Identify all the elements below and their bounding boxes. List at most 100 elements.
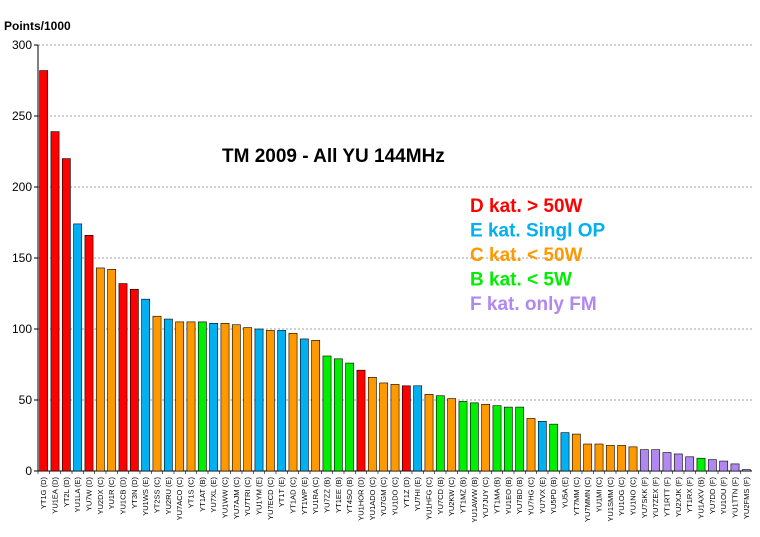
bar (617, 445, 627, 472)
x-tick-label: YU1OU (F) (719, 476, 728, 514)
y-tick-label: 100 (12, 322, 32, 336)
x-tick-label: YU1EO (B) (504, 477, 513, 515)
legend-entry: E kat. Singl OP (470, 221, 605, 242)
bar (571, 433, 581, 472)
x-tick-label: YU2DX (C) (96, 477, 105, 515)
bar (197, 321, 207, 472)
bar (186, 321, 196, 472)
bar (175, 321, 185, 472)
x-tick-label: YU7GM (C) (379, 477, 388, 517)
bar (231, 324, 241, 472)
x-tick-label: YU7JUY (C) (481, 477, 490, 519)
x-tick-label: YU2RU (E) (164, 477, 173, 515)
bar (39, 70, 49, 472)
bar (220, 323, 230, 472)
bar (356, 369, 366, 472)
bar (163, 318, 173, 472)
bar (741, 469, 751, 472)
bar (61, 158, 71, 472)
x-tick-label: YU7ZEX (F) (651, 477, 660, 518)
x-tick-label: YU7SKK (F) (640, 477, 649, 519)
bar (560, 432, 570, 472)
x-tick-label: YT1G (D) (39, 477, 48, 510)
x-tick-label: YT1WP (E) (300, 477, 309, 515)
bar (322, 355, 332, 472)
bar (492, 405, 502, 472)
x-tick-label: YU1AWW (B) (470, 477, 479, 523)
bar (73, 223, 83, 472)
bar (707, 459, 717, 472)
bar (107, 269, 117, 472)
legend-entry: C kat. < 50W (470, 245, 583, 266)
bar (333, 358, 343, 472)
x-tick-label: YU7CD (B) (436, 477, 445, 515)
x-tick-label: YU1DO (C) (391, 477, 400, 516)
legend-entry: D kat. > 50W (470, 196, 583, 217)
bar (424, 394, 434, 472)
x-tick-label: YU2XJK (F) (674, 477, 683, 518)
y-axis-title: Points/1000 (4, 19, 71, 33)
y-tick-label: 200 (12, 180, 32, 194)
bar (243, 327, 253, 472)
bar (95, 267, 105, 472)
x-tick-label: YU1AXV (B) (697, 477, 706, 519)
bar (129, 288, 139, 472)
bar (209, 323, 219, 472)
y-tick-label: 250 (12, 109, 32, 123)
bar (345, 362, 355, 472)
x-tick-label: YU7VX (E) (538, 477, 547, 514)
x-tick-label: YT1Z (D) (402, 477, 411, 508)
x-tick-label: YU7AJM (C) (232, 477, 241, 520)
x-tick-label: YT2SS (C) (153, 477, 162, 514)
bar (526, 418, 536, 472)
bar (288, 332, 298, 472)
x-tick-label: YT1AT (B) (198, 477, 207, 512)
x-tick-label: YT7MM (C) (572, 477, 581, 516)
bar (594, 443, 604, 472)
x-tick-label: YU1OG (C) (617, 477, 626, 516)
bar (50, 131, 60, 472)
y-tick-label: 300 (12, 38, 32, 52)
bar (469, 402, 479, 472)
x-tick-label: YT1EE (B) (334, 477, 343, 513)
bar (277, 330, 287, 472)
x-tick-label: YT1S (C) (187, 477, 196, 509)
bar (152, 315, 162, 472)
bar (605, 445, 615, 472)
bar (685, 456, 695, 472)
bar (673, 453, 683, 472)
x-tick-label: YU1NO (C) (629, 477, 638, 516)
x-tick-label: YU1EA (D) (51, 477, 60, 514)
bar (447, 398, 457, 472)
x-tick-labels: YT1G (D) YU1EA (D) YT2L (D) YU1LA (E) YU7W (… (39, 476, 751, 522)
bar (413, 385, 423, 472)
x-tick-label: YU1WS (E) (141, 477, 150, 516)
chart-title: TM 2009 - All YU 144MHz (222, 146, 445, 167)
x-tick-label: YT2L (D) (62, 477, 71, 508)
bar (639, 449, 649, 472)
x-tick-label: YU1WW (C) (221, 477, 230, 519)
y-tick-label: 150 (12, 251, 32, 265)
bar (662, 452, 672, 472)
bar (515, 406, 525, 472)
x-tick-label: YU7HG (C) (527, 477, 536, 516)
x-tick-label: YU5A (E) (561, 477, 570, 509)
x-tick-label: YU1SMM (C) (606, 477, 615, 522)
bar (401, 385, 411, 472)
legend: D kat. > 50W E kat. Singl OP C kat. < 50W B… (470, 196, 605, 315)
x-tick-label: YU1YM (E) (255, 476, 264, 514)
bar (583, 443, 593, 472)
bar (311, 340, 321, 472)
x-tick-label: YT1T (E) (277, 477, 286, 508)
x-tick-label: YU7ECD (C) (266, 476, 275, 519)
bar (254, 328, 264, 472)
bar (503, 406, 513, 472)
bar (651, 449, 661, 472)
x-tick-label: YU1HOR (D) (357, 477, 366, 521)
x-tick-label: YT1RX (F) (685, 477, 694, 513)
legend-entry: B kat. < 5W (470, 270, 572, 291)
bar (458, 401, 468, 472)
x-tick-label: YU7XL (E) (209, 477, 218, 513)
x-tick-label: YU1TTN (F) (731, 477, 740, 518)
